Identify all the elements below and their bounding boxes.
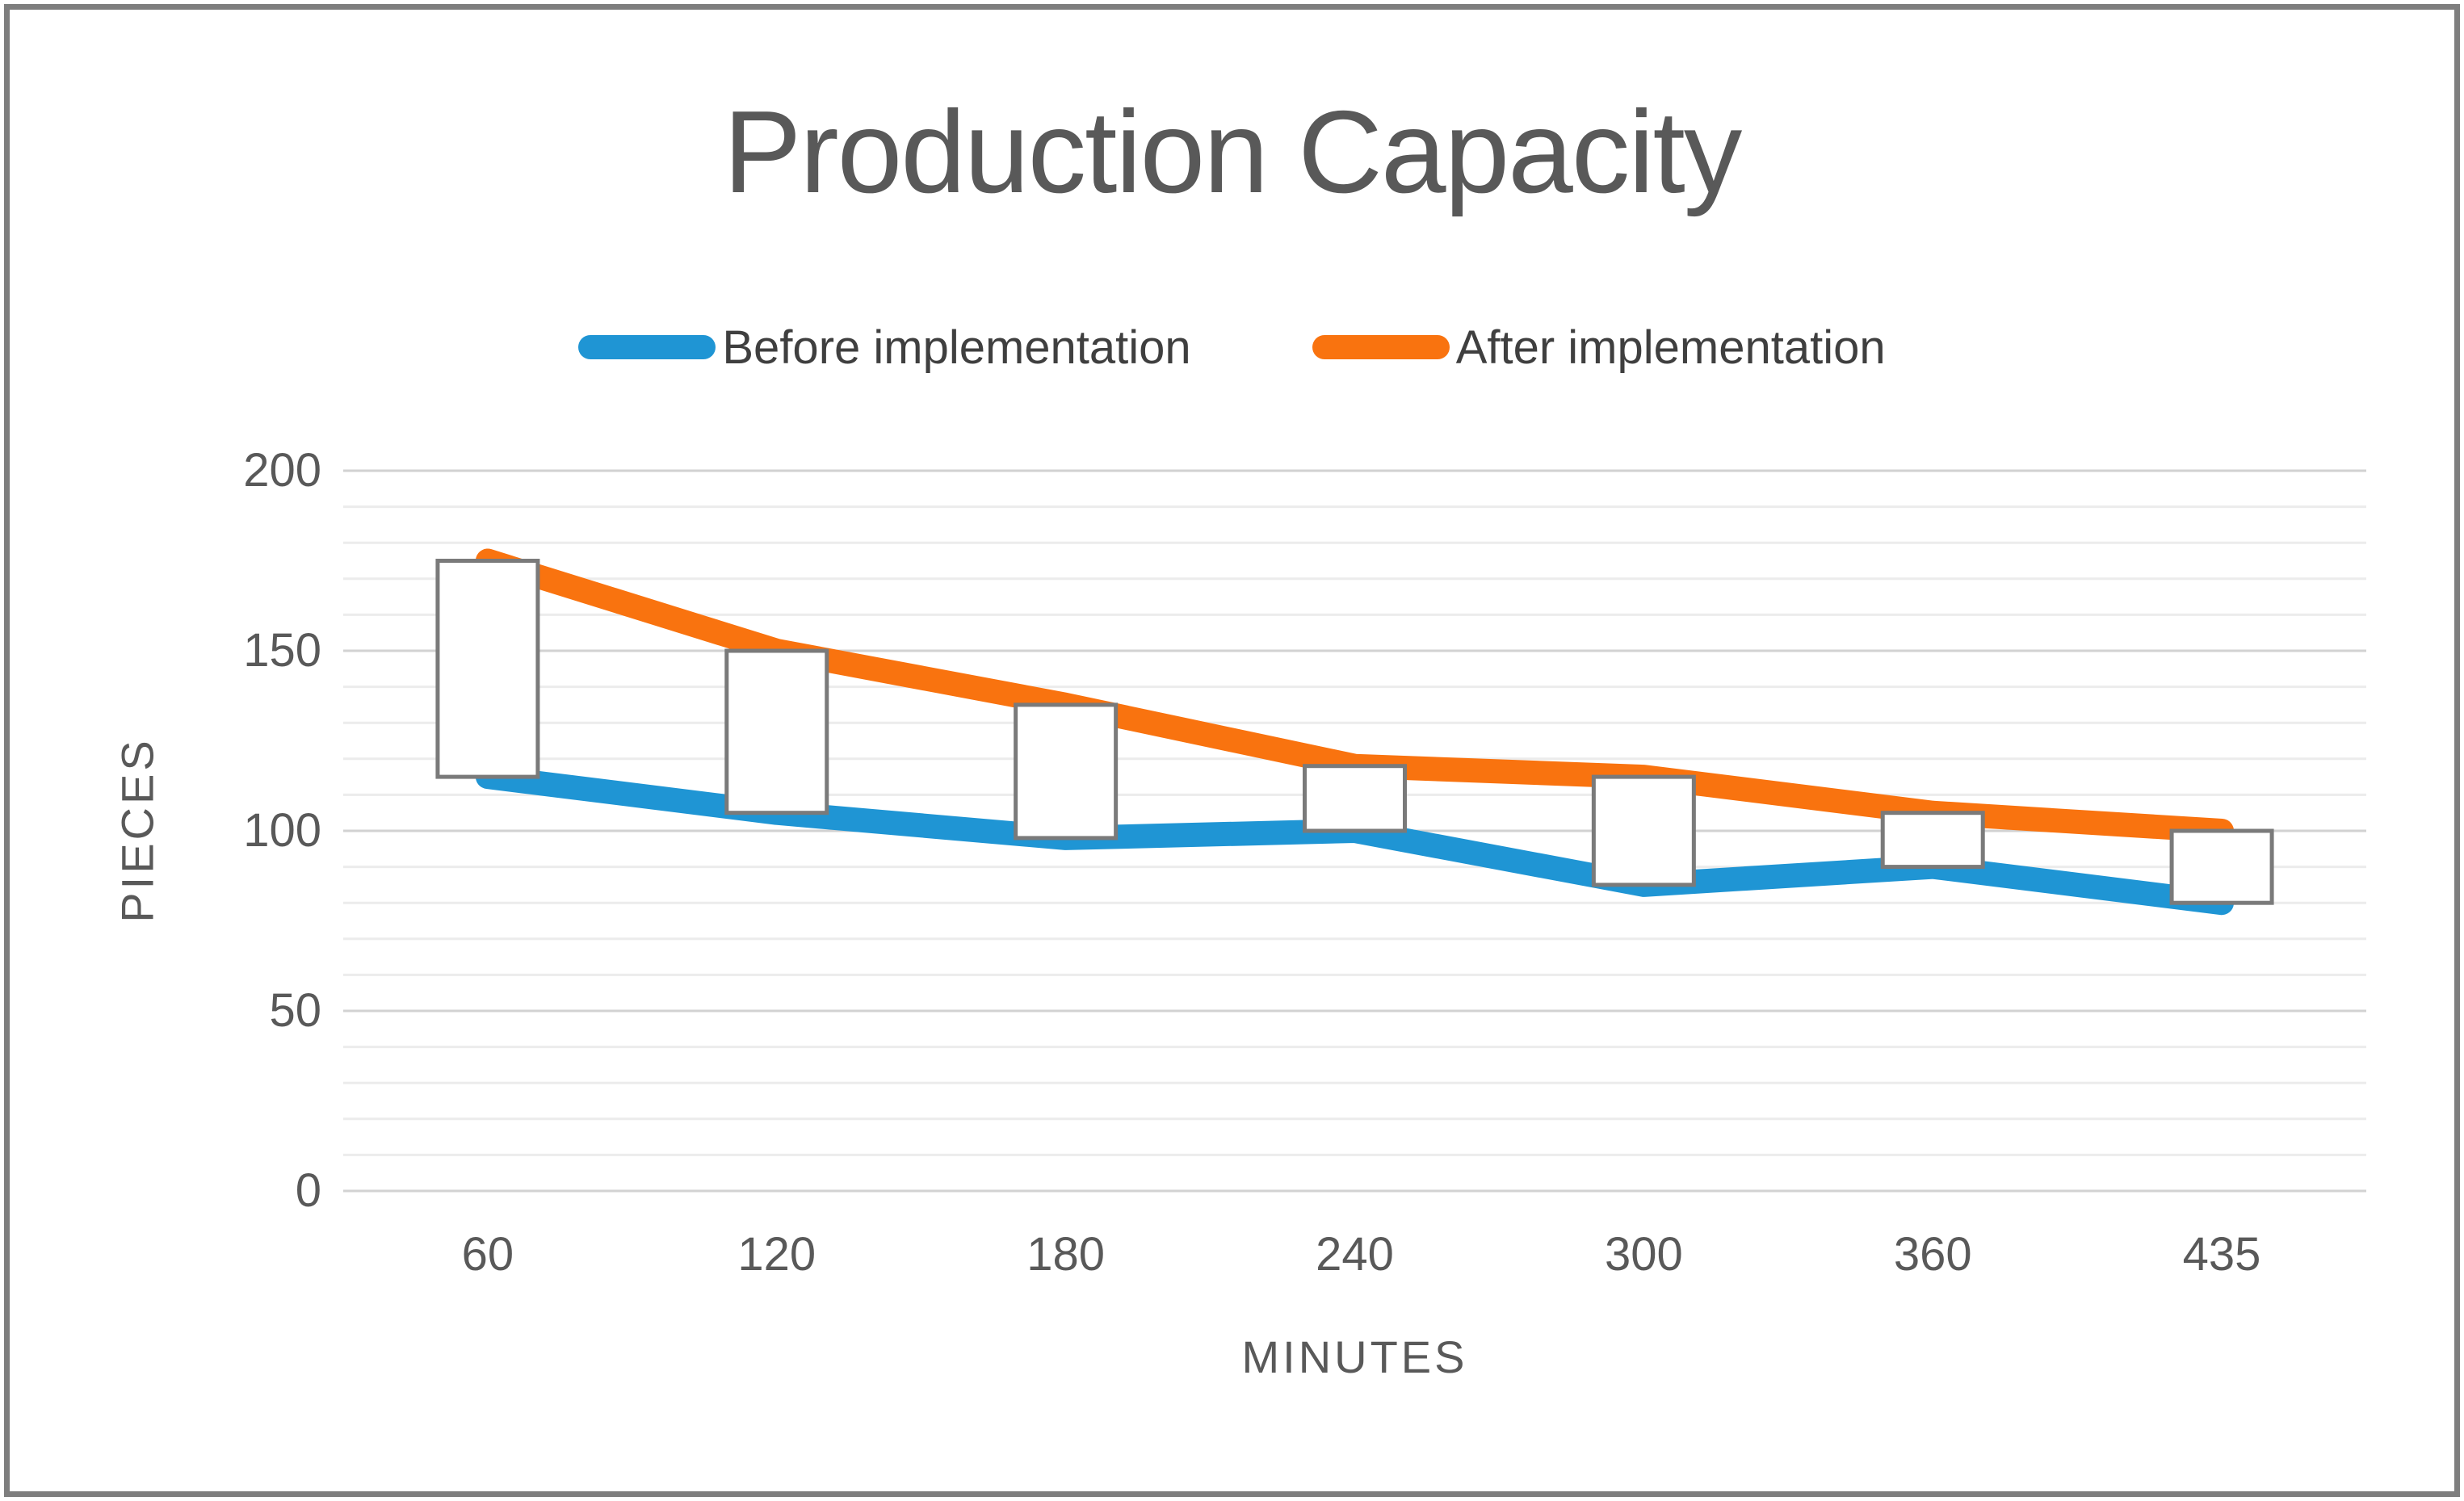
x-tick-label: 60 <box>461 1228 514 1281</box>
updown-bar <box>1014 702 1119 841</box>
x-tick-label: 240 <box>1316 1228 1394 1281</box>
y-tick-label: 100 <box>243 804 321 857</box>
legend-item-after: After implementation <box>1312 321 1886 375</box>
x-tick-label: 120 <box>737 1228 816 1281</box>
updown-bar <box>1591 774 1696 887</box>
chart-title: Production Capacity <box>723 86 1743 217</box>
y-tick-label: 150 <box>243 624 321 677</box>
x-axis-title: MINUTES <box>1241 1331 1468 1382</box>
updown-bar <box>1303 764 1407 833</box>
y-tick-label: 0 <box>295 1164 321 1217</box>
updown-bar <box>435 559 540 779</box>
legend-label-after: After implementation <box>1455 321 1886 374</box>
legend-label-before: Before implementation <box>722 321 1191 374</box>
updown-bar <box>2169 828 2274 905</box>
y-tick-label: 50 <box>269 984 321 1037</box>
legend-item-before: Before implementation <box>578 321 1191 375</box>
legend: Before implementation After implementati… <box>0 313 2464 381</box>
y-tick-label: 200 <box>243 444 321 497</box>
x-tick-label: 300 <box>1604 1228 1683 1281</box>
legend-marker-after-icon <box>1312 335 1450 359</box>
x-tick-label: 360 <box>1893 1228 1972 1281</box>
x-tick-label: 435 <box>2182 1228 2261 1281</box>
legend-marker-before-icon <box>578 335 716 359</box>
updown-bar <box>724 648 829 815</box>
y-axis-title: PIECES <box>111 737 163 923</box>
updown-bar <box>1880 811 1985 870</box>
x-tick-label: 180 <box>1026 1228 1106 1281</box>
